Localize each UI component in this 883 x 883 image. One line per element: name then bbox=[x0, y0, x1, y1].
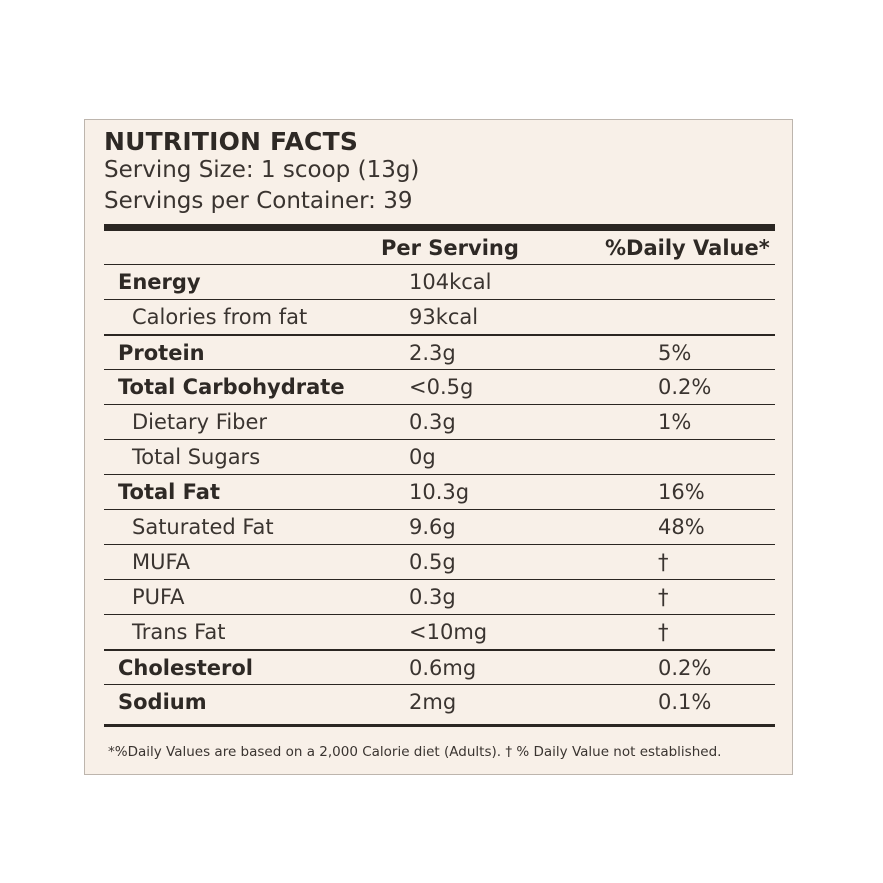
footnote: *%Daily Values are based on a 2,000 Calo… bbox=[108, 744, 722, 760]
table-row: Trans Fat <10mg † bbox=[104, 614, 775, 649]
nutrient-value: 2.3g bbox=[409, 341, 456, 365]
nutrient-value: 0.3g bbox=[409, 410, 456, 434]
per-serving-header: Per Serving bbox=[381, 236, 519, 260]
thick-divider bbox=[104, 224, 775, 231]
nutrient-name: Energy bbox=[118, 270, 201, 294]
table-row: Energy 104kcal bbox=[104, 264, 775, 299]
nutrient-name: Total Fat bbox=[118, 480, 221, 504]
nutrient-value: 10.3g bbox=[409, 480, 470, 504]
nutrient-daily-value: † bbox=[658, 550, 669, 574]
table-row: Total Sugars 0g bbox=[104, 439, 775, 474]
nutrient-value: 104kcal bbox=[409, 270, 492, 294]
table-row: Dietary Fiber 0.3g 1% bbox=[104, 404, 775, 439]
nutrient-daily-value: † bbox=[658, 585, 669, 609]
nutrient-value: 2mg bbox=[409, 690, 457, 714]
table-row: Calories from fat 93kcal bbox=[104, 299, 775, 334]
nutrient-daily-value: 0.2% bbox=[658, 375, 712, 399]
nutrient-name: Total Sugars bbox=[132, 445, 261, 469]
nutrient-name: Protein bbox=[118, 341, 205, 365]
table-row: MUFA 0.5g † bbox=[104, 544, 775, 579]
nutrient-value: 0.3g bbox=[409, 585, 456, 609]
nutrient-value: 0g bbox=[409, 445, 436, 469]
nutrient-name: MUFA bbox=[132, 550, 191, 574]
table-row: Total Carbohydrate <0.5g 0.2% bbox=[104, 369, 775, 404]
nutrient-daily-value: 1% bbox=[658, 410, 692, 434]
nutrient-value: 93kcal bbox=[409, 305, 479, 329]
servings-per-container: Servings per Container: 39 bbox=[104, 188, 413, 214]
nutrient-name: Saturated Fat bbox=[132, 515, 274, 539]
nutrient-daily-value: 0.2% bbox=[658, 656, 712, 680]
nutrient-name: Cholesterol bbox=[118, 656, 253, 680]
nutrient-daily-value: 48% bbox=[658, 515, 705, 539]
table-row: Sodium 2mg 0.1% bbox=[104, 684, 775, 719]
table-row: Protein 2.3g 5% bbox=[104, 334, 775, 369]
daily-value-header: %Daily Value* bbox=[605, 236, 770, 260]
nutrient-name: Calories from fat bbox=[132, 305, 308, 329]
nutrient-daily-value: 16% bbox=[658, 480, 705, 504]
nutrient-value: 0.6mg bbox=[409, 656, 477, 680]
nutrient-daily-value: † bbox=[658, 620, 669, 644]
serving-size: Serving Size: 1 scoop (13g) bbox=[104, 157, 420, 183]
table-row: Cholesterol 0.6mg 0.2% bbox=[104, 649, 775, 684]
nutrient-name: Dietary Fiber bbox=[132, 410, 268, 434]
nutrient-name: Trans Fat bbox=[132, 620, 226, 644]
nutrition-facts-panel: NUTRITION FACTS Serving Size: 1 scoop (1… bbox=[84, 119, 793, 775]
nutrition-title: NUTRITION FACTS bbox=[104, 127, 359, 156]
nutrient-table: Energy 104kcal Calories from fat 93kcal … bbox=[104, 264, 775, 719]
nutrient-value: <10mg bbox=[409, 620, 488, 644]
nutrient-daily-value: 5% bbox=[658, 341, 692, 365]
table-row: Total Fat 10.3g 16% bbox=[104, 474, 775, 509]
nutrient-name: PUFA bbox=[132, 585, 185, 609]
nutrient-daily-value: 0.1% bbox=[658, 690, 712, 714]
table-row: PUFA 0.3g † bbox=[104, 579, 775, 614]
nutrient-value: 9.6g bbox=[409, 515, 456, 539]
bottom-divider bbox=[104, 724, 775, 727]
nutrient-value: <0.5g bbox=[409, 375, 474, 399]
nutrient-name: Sodium bbox=[118, 690, 207, 714]
table-row: Saturated Fat 9.6g 48% bbox=[104, 509, 775, 544]
nutrient-value: 0.5g bbox=[409, 550, 456, 574]
nutrient-name: Total Carbohydrate bbox=[118, 375, 345, 399]
